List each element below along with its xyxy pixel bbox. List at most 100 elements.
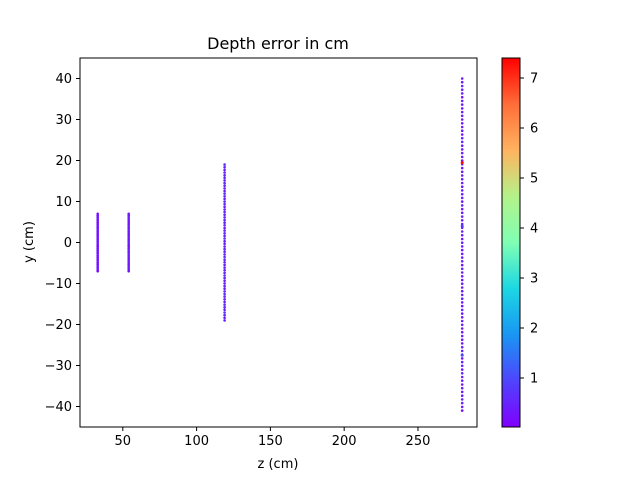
scatter-point — [460, 289, 464, 293]
scatter-point — [460, 107, 464, 110]
scatter-point — [127, 212, 130, 216]
scatter-point — [460, 77, 464, 80]
scatter-point-highlight — [460, 161, 464, 165]
scatter-point — [460, 390, 464, 394]
scatter-point — [460, 114, 464, 118]
scatter-point — [460, 125, 464, 129]
scatter-point — [460, 118, 464, 121]
scatter-point — [460, 275, 464, 278]
scatter-point — [460, 110, 464, 114]
scatter-point — [223, 261, 226, 264]
scatter-point — [460, 248, 464, 252]
x-tick-label: 150 — [258, 434, 283, 449]
y-tick-label: 40 — [55, 72, 72, 87]
scatter-point — [127, 233, 130, 236]
scatter-point — [223, 171, 226, 174]
scatter-point — [127, 224, 130, 228]
scatter-point — [460, 360, 464, 364]
scatter-point — [460, 207, 464, 211]
scatter-point — [223, 247, 226, 251]
scatter-point — [96, 250, 99, 254]
scatter-point — [223, 165, 226, 169]
scatter-point — [460, 140, 464, 144]
scatter-point — [460, 92, 464, 95]
scatter-point — [460, 230, 464, 233]
scatter-point — [96, 255, 99, 259]
scatter-point — [127, 216, 130, 219]
scatter-point — [460, 308, 464, 312]
scatter-point — [460, 334, 464, 338]
y-axis-label: y (cm) — [22, 221, 37, 263]
scatter-point — [223, 226, 226, 230]
scatter-point — [460, 245, 464, 248]
scatter-point — [460, 252, 464, 256]
scatter-point — [460, 293, 464, 297]
scatter-point — [460, 122, 464, 125]
scatter-point — [460, 383, 464, 386]
scatter-point — [96, 247, 99, 250]
scatter-point — [223, 279, 226, 283]
scatter-point — [127, 268, 130, 271]
scatter-point — [460, 181, 464, 185]
y-tick-label: −30 — [45, 359, 72, 374]
scatter-point — [460, 200, 464, 203]
scatter-point — [223, 255, 226, 259]
scatter-point — [460, 267, 464, 271]
scatter-point — [460, 401, 464, 405]
y-tick-label: 20 — [55, 154, 72, 169]
scatter-point — [460, 95, 464, 99]
scatter-point — [460, 271, 464, 274]
scatter-point — [460, 312, 464, 315]
scatter-point — [460, 148, 464, 151]
scatter-point — [460, 398, 464, 401]
scatter-point — [460, 189, 464, 192]
colorbar-tick-label: 1 — [530, 372, 538, 387]
chart-title: Depth error in cm — [207, 34, 349, 53]
scatter-point — [223, 292, 226, 296]
scatter-point — [460, 409, 464, 412]
scatter-point — [223, 250, 226, 253]
x-tick-label: 100 — [184, 434, 209, 449]
colorbar-ticks: 1 2 3 4 5 6 7 — [520, 72, 538, 387]
scatter-point — [223, 316, 226, 320]
scatter-point — [96, 268, 99, 271]
scatter-point — [223, 242, 226, 246]
scatter-point — [223, 313, 226, 317]
scatter-point — [460, 241, 464, 244]
scatter-point — [223, 263, 226, 267]
scatter-point — [460, 222, 464, 226]
scatter-point — [127, 247, 130, 250]
scatter-point — [223, 189, 226, 193]
scatter-point — [223, 298, 226, 301]
scatter-point — [223, 187, 226, 190]
scatter-point — [223, 287, 226, 291]
scatter-point — [127, 219, 130, 223]
scatter-point — [223, 300, 226, 304]
scatter-point — [460, 372, 464, 375]
scatter-point — [96, 233, 99, 236]
scatter-point — [460, 282, 464, 286]
scatter-point — [460, 301, 464, 304]
scatter-point — [127, 228, 130, 231]
scatter-point — [460, 330, 464, 334]
scatter-point — [460, 304, 464, 308]
scatter-point — [460, 155, 464, 159]
scatter-point — [223, 195, 226, 198]
scatter-point — [460, 192, 464, 196]
scatter-point — [460, 263, 464, 267]
scatter-point — [460, 364, 464, 368]
scatter-point — [460, 327, 464, 330]
scatter-point — [223, 232, 226, 235]
scatter-point — [223, 184, 226, 187]
scatter-point — [223, 192, 226, 195]
scatter-point — [460, 316, 464, 319]
scatter-point — [460, 345, 464, 349]
scatter-point — [460, 357, 464, 360]
scatter-point — [460, 211, 464, 215]
scatter-point — [223, 319, 226, 322]
scatter-point — [460, 219, 464, 222]
scatter-point — [223, 274, 226, 277]
scatter-point — [223, 216, 226, 219]
x-axis-label: z (cm) — [258, 457, 299, 472]
